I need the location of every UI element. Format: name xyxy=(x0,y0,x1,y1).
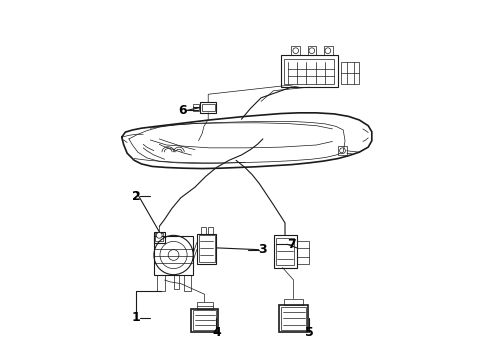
Text: 6: 6 xyxy=(178,104,187,117)
Circle shape xyxy=(340,148,345,154)
Bar xyxy=(281,307,306,330)
Circle shape xyxy=(154,235,193,275)
Bar xyxy=(192,309,218,332)
Bar xyxy=(276,238,294,265)
Text: 1: 1 xyxy=(132,311,141,324)
Bar xyxy=(200,102,217,113)
Bar xyxy=(155,233,163,241)
Bar xyxy=(273,235,297,267)
Text: 3: 3 xyxy=(259,243,267,256)
Circle shape xyxy=(293,48,298,54)
Text: 5: 5 xyxy=(305,327,314,339)
Bar xyxy=(154,236,193,275)
Bar xyxy=(154,232,165,243)
Bar xyxy=(297,241,309,264)
Bar xyxy=(281,55,338,87)
Text: 4: 4 xyxy=(212,327,221,339)
Bar xyxy=(284,59,334,84)
Bar xyxy=(193,104,198,111)
Bar xyxy=(173,275,179,289)
Circle shape xyxy=(156,233,162,238)
Bar xyxy=(197,302,213,309)
Text: 7: 7 xyxy=(287,238,296,251)
Bar xyxy=(197,234,217,264)
Circle shape xyxy=(309,48,315,54)
Circle shape xyxy=(325,48,331,54)
Bar xyxy=(323,46,333,55)
Circle shape xyxy=(160,242,187,269)
Text: 2: 2 xyxy=(132,190,141,203)
Bar xyxy=(308,46,317,55)
Bar xyxy=(292,46,300,55)
Bar xyxy=(342,62,359,84)
Bar xyxy=(202,104,215,111)
Bar xyxy=(208,227,213,234)
Bar xyxy=(338,146,347,155)
Bar xyxy=(193,310,217,330)
Bar xyxy=(201,227,206,234)
Bar xyxy=(279,305,308,332)
Bar xyxy=(198,235,215,262)
Circle shape xyxy=(168,249,179,260)
Bar xyxy=(157,275,165,291)
Bar xyxy=(284,298,303,305)
Bar xyxy=(184,275,192,291)
